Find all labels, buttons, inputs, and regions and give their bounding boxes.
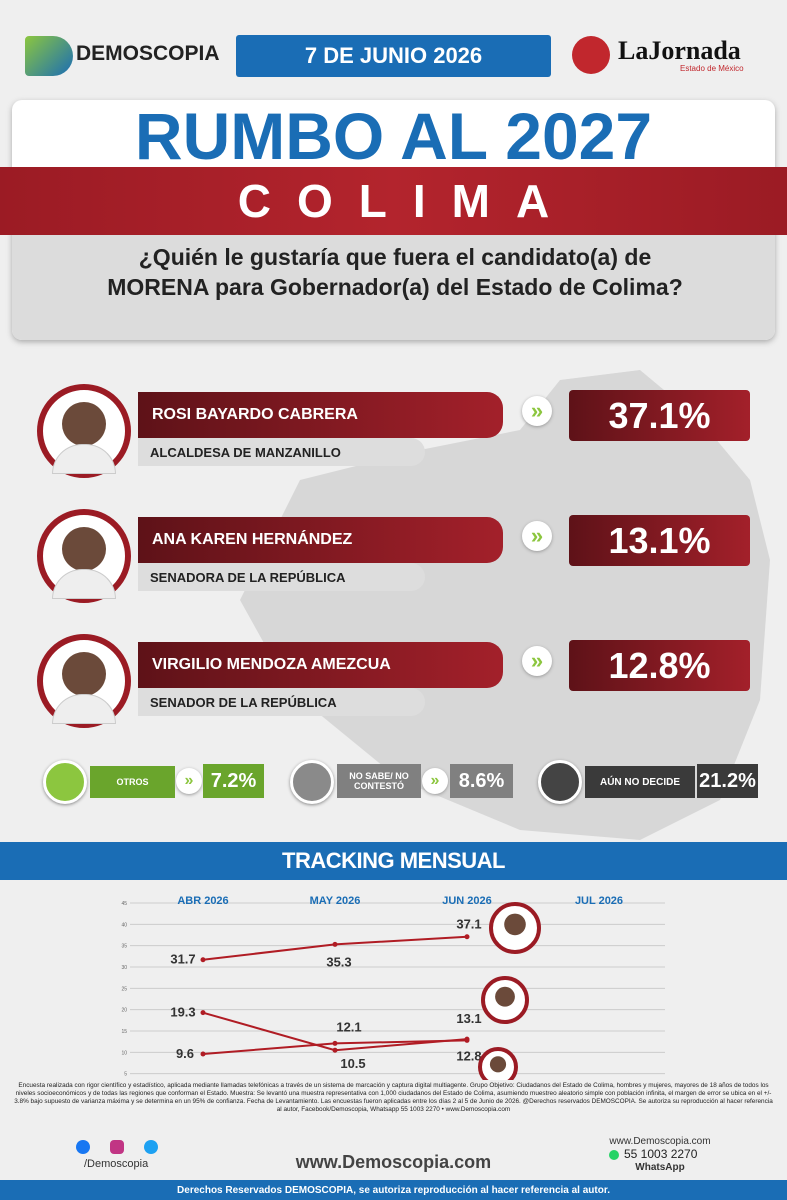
y-tick-label: 20: [121, 1008, 127, 1014]
title: RUMBO AL 2027: [134, 99, 653, 173]
candidate-name: ROSI BAYARDO CABRERA: [138, 392, 503, 438]
tracking-chart: 5 10 15 20 25 30 35 40 45 ABR 2026 MAY 2026 JUN 202…: [121, 895, 665, 1080]
y-tick-label: 10: [121, 1050, 127, 1056]
twitter-icon[interactable]: [144, 1140, 158, 1154]
candidate-name: VIRGILIO MENDOZA AMEZCUA: [138, 642, 503, 688]
point: [200, 1010, 206, 1016]
brand: DEMOSCOPIA: [76, 42, 220, 65]
candidate-result: 37.1%: [569, 390, 750, 441]
data-label: 37.1: [456, 917, 481, 932]
state-map: [240, 370, 770, 840]
x-tick-label: JUL 2026: [575, 895, 623, 907]
data-label: 9.6: [176, 1046, 194, 1061]
point: [464, 934, 470, 940]
data-label: 31.7: [170, 952, 195, 967]
y-tick-label: 30: [121, 965, 127, 971]
phone-label: WhatsApp: [635, 1162, 685, 1173]
y-tick-label: 25: [121, 986, 127, 992]
chart-photo-head: [504, 913, 526, 936]
candidate-role: ALCALDESA DE MANZANILLO: [138, 438, 425, 466]
photo-head: [62, 652, 106, 696]
no-answer-icon: [290, 760, 334, 804]
x-tick-label: JUN 2026: [442, 895, 492, 907]
chevron: »: [522, 396, 552, 426]
rights: Derechos Reservados DEMOSCOPIA, se autor…: [0, 1180, 787, 1200]
chevron: »: [522, 646, 552, 676]
partner: LaJornada: [618, 36, 741, 65]
data-label: 19.3: [170, 1005, 195, 1020]
data-label: 12.1: [336, 1019, 361, 1034]
point: [200, 957, 206, 963]
methodology: Encuesta realizada con rigor científico …: [14, 1082, 773, 1113]
others-label: OTROS: [90, 766, 175, 798]
chevron: »: [522, 521, 552, 551]
no-answer-result: 8.6%: [450, 764, 513, 798]
undecided-icon: [538, 760, 582, 804]
y-tick-label: 40: [121, 922, 127, 928]
data-label: 35.3: [326, 954, 351, 969]
x-tick-label: ABR 2026: [177, 895, 228, 907]
y-tick-label: 35: [121, 944, 127, 950]
partner-logo: [572, 36, 610, 74]
x-tick-label: MAY 2026: [310, 895, 361, 907]
question: ¿Quién le gustaría que fuera el candidat…: [107, 244, 683, 300]
undecided-label: AÚN NO DECIDE: [585, 766, 695, 798]
instagram-icon[interactable]: [110, 1140, 124, 1154]
phone: 55 1003 2270: [624, 1147, 698, 1161]
point: [332, 941, 338, 947]
state: COLIMA: [0, 167, 787, 235]
point: [332, 1040, 338, 1046]
date: 7 DE JUNIO 2026: [236, 35, 551, 77]
photo-head: [62, 527, 106, 571]
brand-logo: [25, 36, 73, 76]
candidate-role: SENADORA DE LA REPÚBLICA: [138, 563, 425, 591]
candidate-result: 12.8%: [569, 640, 750, 691]
partner-sub: Estado de México: [680, 64, 744, 73]
others-result: 7.2%: [203, 764, 264, 798]
facebook-icon[interactable]: [76, 1140, 90, 1154]
candidate-role: SENADOR DE LA REPÚBLICA: [138, 688, 425, 716]
chart-photo-head: [489, 1056, 507, 1073]
no-answer-label: NO SABE/ NO CONTESTÓ: [337, 764, 421, 798]
point: [464, 1037, 470, 1043]
candidate-name: ANA KAREN HERNÁNDEZ: [138, 517, 503, 563]
point: [332, 1047, 338, 1053]
website[interactable]: www.Demoscopia.com: [295, 1152, 492, 1172]
chart-photo-head: [495, 986, 515, 1007]
data-label: 13.1: [456, 1011, 481, 1026]
data-label: 12.8: [456, 1048, 481, 1063]
y-tick-label: 15: [121, 1029, 127, 1035]
candidate-result: 13.1%: [569, 515, 750, 566]
site-small[interactable]: www.Demoscopia.com: [609, 1136, 711, 1147]
y-tick-label: 5: [124, 1072, 127, 1078]
chart-title: TRACKING MENSUAL: [0, 842, 787, 880]
data-label: 10.5: [340, 1056, 365, 1071]
photo-head: [62, 402, 106, 446]
social: /Demoscopia: [84, 1158, 149, 1170]
point: [200, 1051, 206, 1057]
others-icon: [43, 760, 87, 804]
undecided-result: 21.2%: [697, 764, 758, 798]
y-tick-label: 45: [121, 901, 127, 907]
